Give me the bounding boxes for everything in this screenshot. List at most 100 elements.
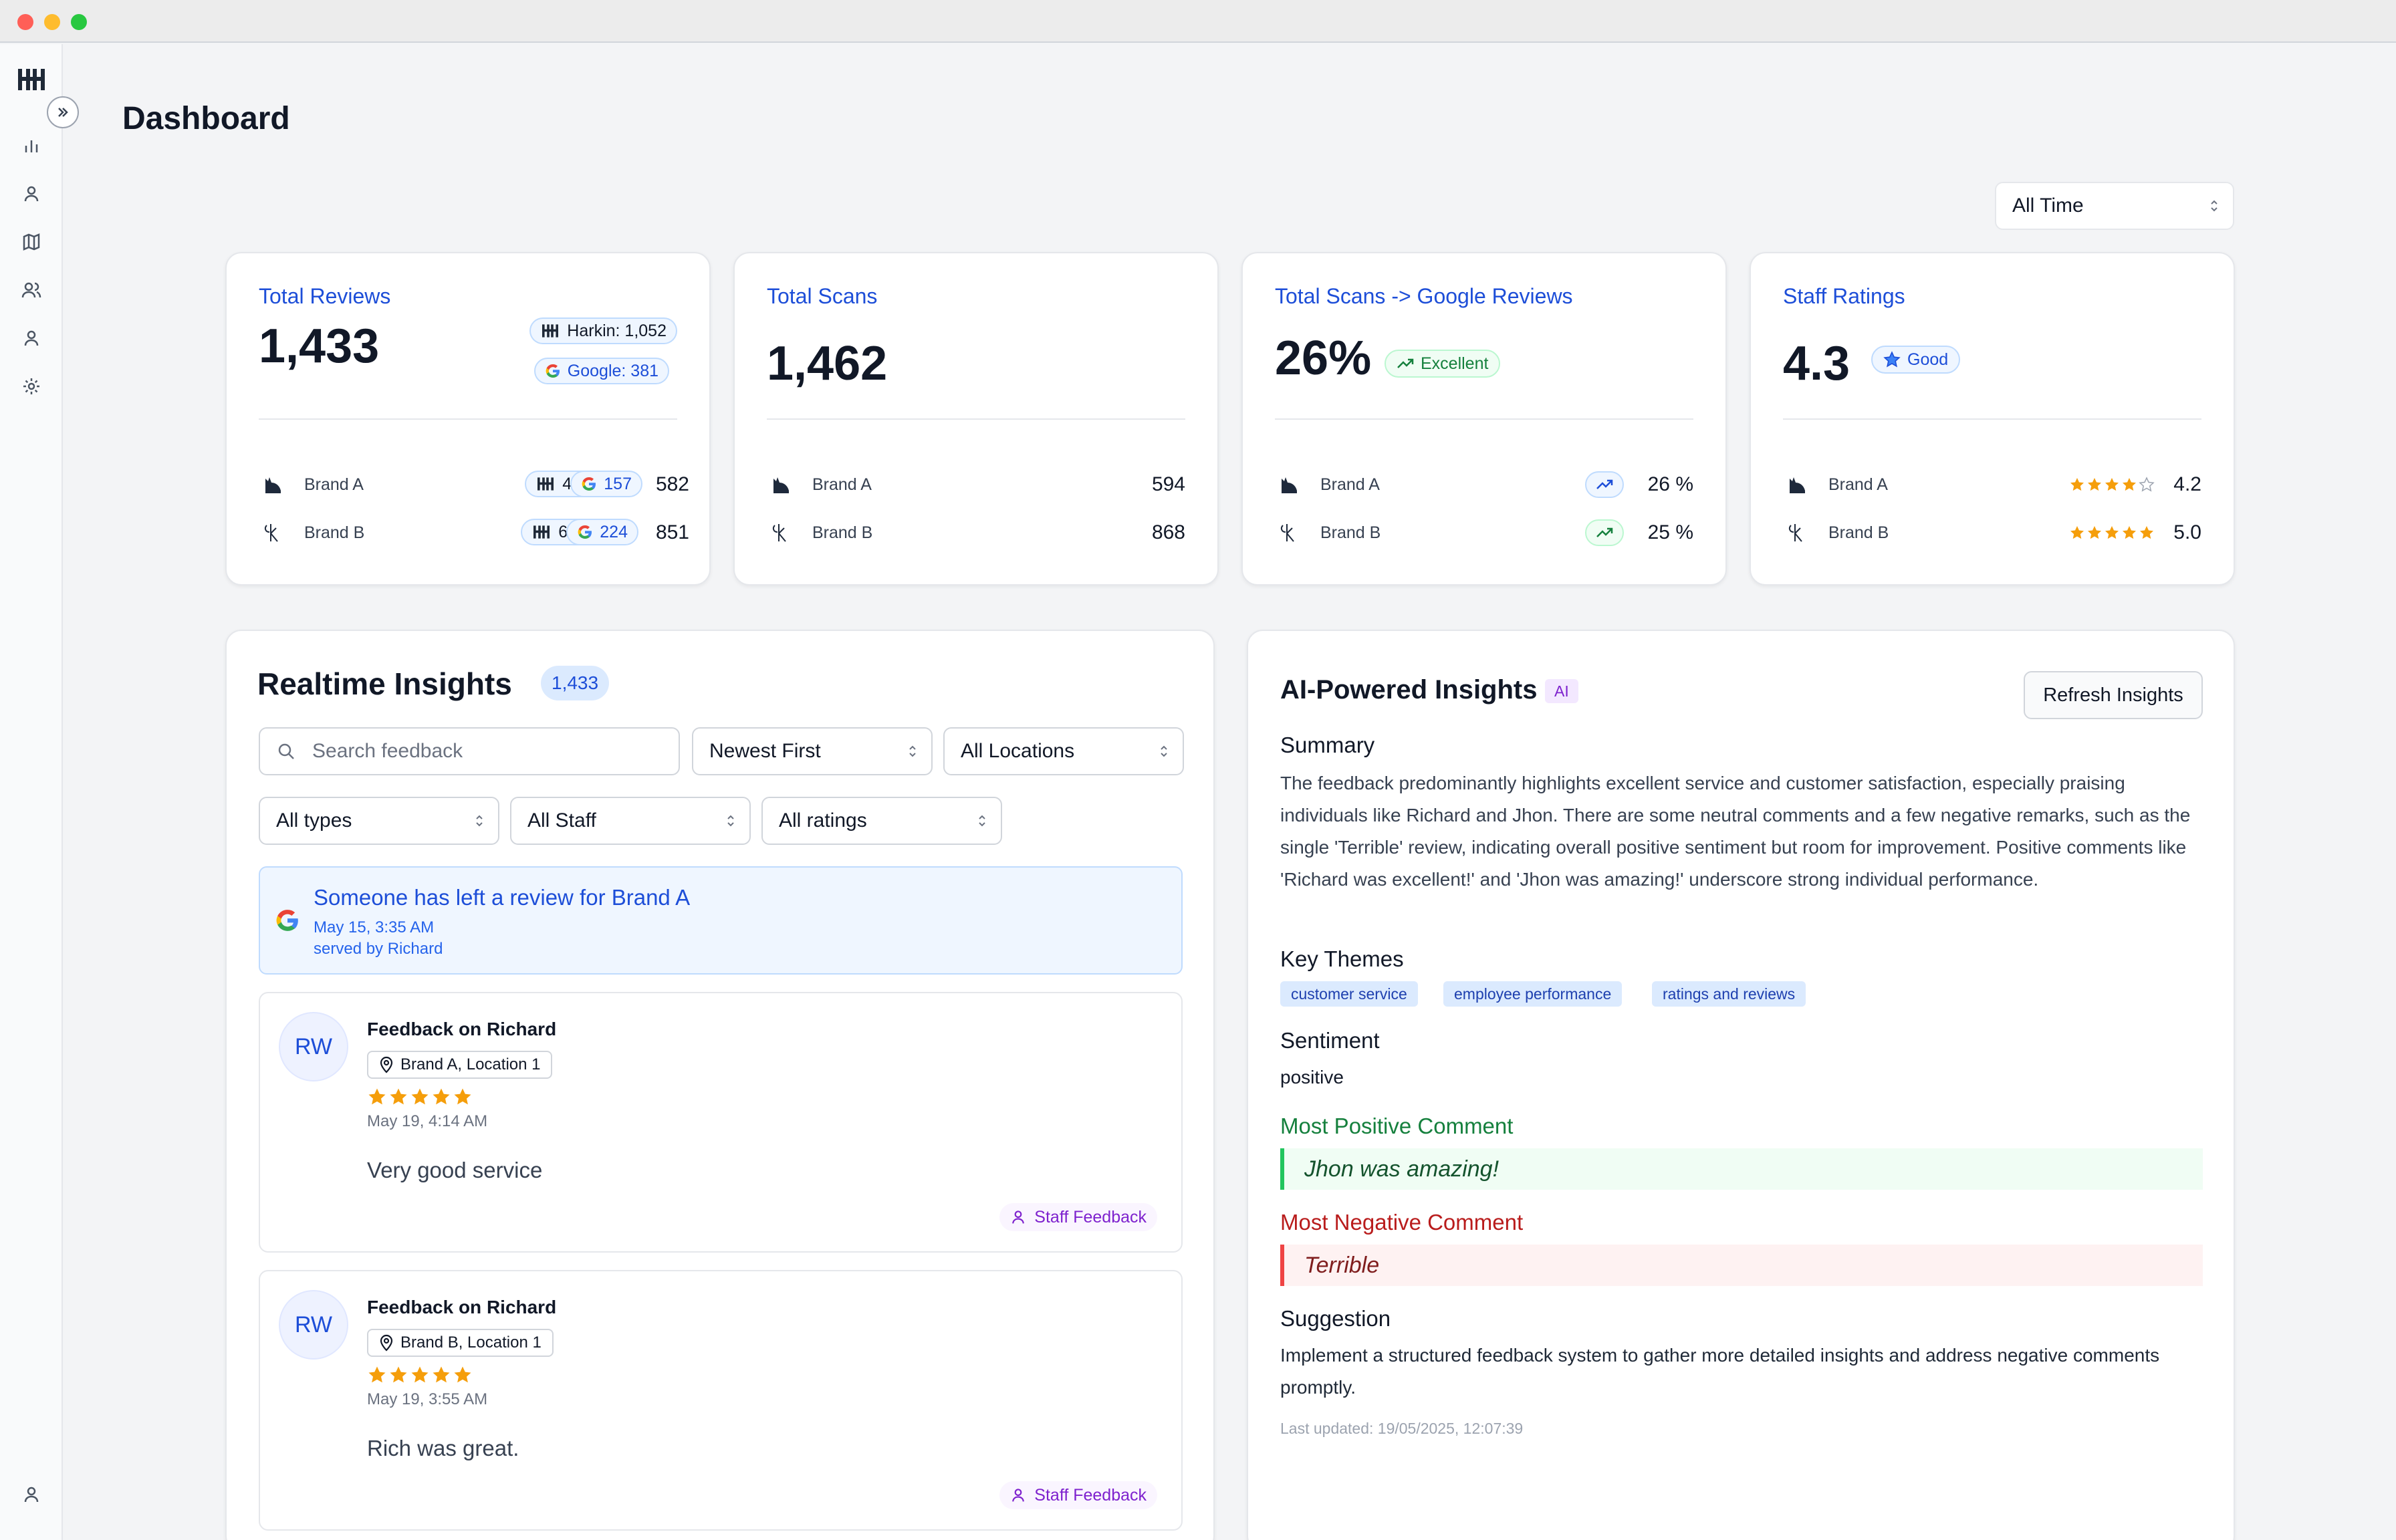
refresh-insights-button[interactable]: Refresh Insights [2024, 671, 2203, 719]
harkin-icon [537, 477, 554, 491]
notification-date: May 15, 3:35 AM [314, 918, 435, 936]
star-filled-icon [2123, 526, 2136, 539]
search-icon [278, 743, 294, 759]
staff-feedback-badge: Staff Feedback [999, 1481, 1157, 1509]
last-updated: Last updated: 19/05/2025, 12:07:39 [1280, 1420, 1524, 1437]
star-filled-icon [2123, 478, 2136, 491]
google-count: Google: 381 [567, 361, 658, 380]
gear-icon[interactable] [19, 374, 43, 398]
google-count: 224 [600, 522, 628, 541]
google-icon [578, 525, 592, 539]
brand-name: Brand B [304, 523, 365, 542]
review-notification[interactable]: Someone has left a review for Brand A Ma… [259, 866, 1183, 975]
person-icon[interactable] [19, 326, 43, 350]
search-input[interactable]: Search feedback [259, 727, 680, 775]
collapse-sidebar-button[interactable] [47, 96, 79, 128]
chart-icon[interactable] [19, 134, 43, 158]
star-filled-icon [368, 1088, 386, 1105]
star-filled-icon [454, 1366, 471, 1383]
brand-name: Brand A [812, 475, 872, 494]
staff-select[interactable]: All Staff [510, 797, 751, 845]
star-empty-icon [2139, 477, 2155, 492]
trend-badge [1585, 519, 1624, 546]
staff-feedback-badge: Staff Feedback [999, 1203, 1157, 1231]
star-filled-icon [390, 1088, 407, 1105]
profile-icon[interactable] [19, 1483, 43, 1507]
minimize-window-button[interactable] [44, 14, 60, 30]
ratings-select[interactable]: All ratings [761, 797, 1002, 845]
staff-value: All Staff [527, 809, 596, 831]
badge-label: Good [1907, 350, 1949, 369]
users-icon[interactable] [19, 278, 43, 302]
star-filled-icon [390, 1366, 407, 1383]
feedback-title: Feedback on Richard [367, 1019, 557, 1039]
time-filter-select[interactable]: All Time [1995, 182, 2234, 230]
star-filled-icon [454, 1088, 471, 1105]
feedback-card[interactable]: RW Feedback on Richard Brand B, Location… [259, 1270, 1183, 1531]
staff-ratings-card: Staff Ratings 4.3 Good Brand A 4.2 Brand… [1750, 252, 2235, 586]
brand-b-logo-icon [1783, 519, 1811, 547]
most-positive-label: Most Positive Comment [1280, 1114, 1514, 1138]
most-negative-label: Most Negative Comment [1280, 1210, 1524, 1235]
user-icon[interactable] [19, 182, 43, 206]
brand-b-logo-icon [767, 519, 795, 547]
sort-select[interactable]: Newest First [692, 727, 933, 775]
realtime-title: Realtime Insights [257, 666, 512, 701]
card-title: Total Scans [767, 284, 878, 308]
user-icon [1012, 1489, 1025, 1502]
brand-name: Brand A [304, 475, 364, 494]
feedback-date: May 19, 4:14 AM [367, 1112, 488, 1130]
feedback-title: Feedback on Richard [367, 1297, 557, 1317]
trending-up-icon [1596, 479, 1613, 489]
types-select[interactable]: All types [259, 797, 499, 845]
brand-total: 582 [655, 473, 689, 495]
avatar: RW [279, 1012, 348, 1081]
sort-value: Newest First [709, 740, 821, 762]
feedback-text: Rich was great. [367, 1436, 519, 1460]
brand-total: 868 [1151, 521, 1185, 543]
star-filled-icon [2070, 526, 2084, 539]
conversion-card: Total Scans -> Google Reviews 26% Excell… [1241, 252, 1727, 586]
locations-select[interactable]: All Locations [943, 727, 1184, 775]
suggestion-text: Implement a structured feedback system t… [1280, 1345, 2160, 1398]
map-pin-icon [380, 1334, 393, 1352]
google-count-pill: 224 [566, 519, 638, 545]
google-count-pill: 157 [570, 471, 642, 497]
brand-total: 26 % [1647, 473, 1693, 495]
star-filled-icon [411, 1366, 429, 1383]
title-bar [0, 0, 2396, 43]
star-filled-icon [2105, 526, 2119, 539]
chevron-updown-icon [979, 815, 985, 827]
divider [1783, 418, 2201, 420]
brand-b-logo-icon [259, 519, 287, 547]
feedback-card[interactable]: RW Feedback on Richard Brand A, Location… [259, 992, 1183, 1253]
brand-row: Brand B 5.0 [1783, 516, 2201, 549]
summary-text: The feedback predominantly highlights ex… [1280, 773, 2191, 890]
user-icon [1012, 1210, 1025, 1224]
theme-tag: employee performance [1443, 981, 1623, 1007]
brand-total: 594 [1151, 473, 1185, 495]
brand-name: Brand B [812, 523, 873, 542]
maximize-window-button[interactable] [71, 14, 87, 30]
brand-a-logo-icon [767, 471, 795, 499]
time-filter-value: All Time [2012, 195, 2084, 217]
logo-icon[interactable] [16, 64, 47, 95]
sidebar [0, 44, 63, 1540]
close-window-button[interactable] [17, 14, 33, 30]
good-badge: Good [1871, 346, 1961, 374]
brand-name: Brand B [1828, 523, 1889, 542]
brand-total: 851 [655, 521, 689, 543]
total-reviews-value: 1,433 [259, 319, 380, 373]
chevron-updown-icon [2211, 200, 2218, 212]
key-themes-label: Key Themes [1280, 946, 1404, 971]
chevron-updown-icon [1161, 745, 1167, 757]
google-icon [276, 910, 298, 931]
chevron-updown-icon [476, 815, 483, 827]
staff-rating-value: 4.3 [1783, 337, 1850, 390]
map-icon[interactable] [19, 230, 43, 254]
most-positive-comment: Jhon was amazing! [1280, 1148, 2203, 1190]
divider [259, 418, 677, 420]
harkin-count-pill: Harkin: 1,052 [529, 317, 677, 344]
feedback-text: Very good service [367, 1158, 543, 1182]
brand-a-logo-icon [1783, 471, 1811, 499]
